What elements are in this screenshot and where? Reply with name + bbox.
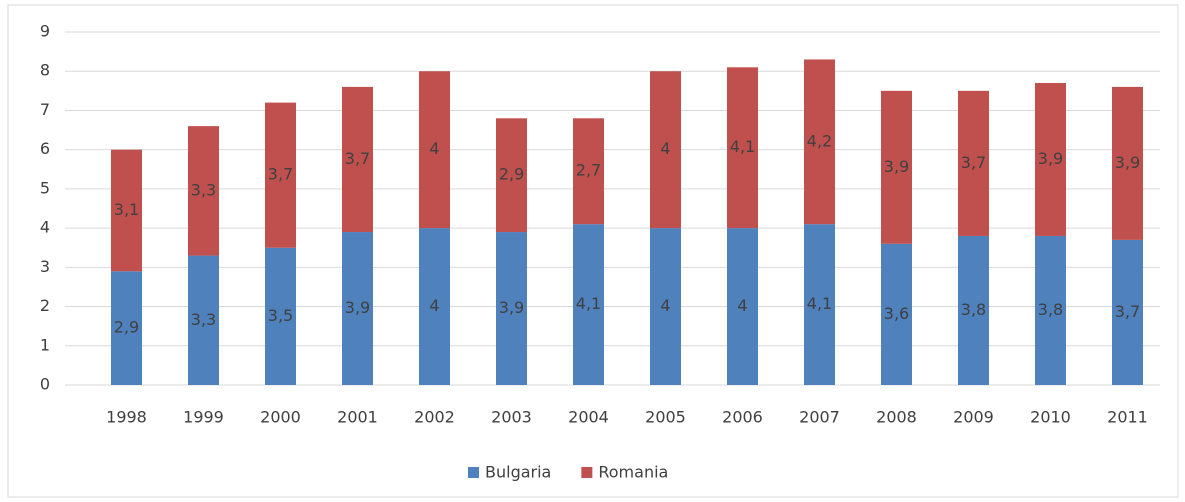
x-tick-label: 2002 (414, 408, 455, 427)
y-tick-label: 5 (40, 178, 50, 197)
data-label: 3,3 (191, 180, 216, 199)
x-tick-label: 2004 (568, 408, 609, 427)
data-label: 4 (429, 139, 439, 158)
bar-segment (111, 149, 142, 272)
y-tick-label: 9 (40, 22, 50, 41)
data-label: 4 (660, 296, 670, 315)
legend-label: Romania (598, 463, 668, 482)
data-label: 2,7 (576, 161, 601, 180)
x-tick-label: 2003 (491, 408, 532, 427)
legend-swatch (468, 467, 479, 478)
x-tick-label: 2010 (1030, 408, 1071, 427)
x-tick-label: 1999 (183, 408, 224, 427)
x-tick-label: 2000 (260, 408, 301, 427)
bar-segment (650, 228, 681, 385)
data-label: 4 (429, 296, 439, 315)
y-tick-label: 2 (40, 296, 50, 315)
x-tick-label: 2006 (722, 408, 763, 427)
bar-segment (265, 247, 296, 385)
bar-segment (804, 224, 835, 385)
bar-segment (111, 271, 142, 385)
data-label: 2,9 (114, 318, 139, 337)
data-label: 3,8 (961, 300, 986, 319)
bar-segment (419, 71, 450, 229)
bar-segment (650, 71, 681, 229)
bar-segment (496, 232, 527, 385)
data-label: 3,7 (1115, 302, 1140, 321)
data-label: 3,7 (268, 165, 293, 184)
data-label: 4,1 (576, 294, 601, 313)
legend-label: Bulgaria (485, 463, 551, 482)
x-tick-label: 1998 (106, 408, 147, 427)
data-label: 3,3 (191, 310, 216, 329)
bar-segment (1035, 82, 1066, 236)
y-tick-label: 6 (40, 139, 50, 158)
data-label: 4 (660, 139, 670, 158)
bar-segment (188, 255, 219, 385)
bar-segment (881, 243, 912, 385)
data-label: 3,9 (884, 157, 909, 176)
bar-segment (188, 126, 219, 256)
data-label: 3,9 (499, 298, 524, 317)
y-tick-label: 0 (40, 375, 50, 394)
data-label: 4,2 (807, 131, 832, 150)
bar-segment (342, 232, 373, 385)
y-tick-label: 4 (40, 218, 50, 237)
bar-segment (265, 102, 296, 248)
y-tick-label: 8 (40, 61, 50, 80)
x-tick-label: 2011 (1107, 408, 1148, 427)
bar-segment (1035, 235, 1066, 385)
data-label: 3,6 (884, 304, 909, 323)
data-label: 3,8 (1038, 300, 1063, 319)
data-label: 3,9 (1038, 149, 1063, 168)
bar-segment (1112, 86, 1143, 240)
bar-segment (881, 90, 912, 244)
data-label: 3,1 (114, 200, 139, 219)
y-tick-label: 7 (40, 100, 50, 119)
data-label: 2,9 (499, 165, 524, 184)
data-label: 3,9 (345, 298, 370, 317)
data-label: 4,1 (807, 294, 832, 313)
y-tick-label: 3 (40, 257, 50, 276)
data-label: 4 (737, 296, 747, 315)
x-tick-label: 2009 (953, 408, 994, 427)
x-tick-label: 2005 (645, 408, 686, 427)
bar-segment (727, 67, 758, 229)
bar-segment (958, 235, 989, 385)
x-tick-label: 2001 (337, 408, 378, 427)
legend-swatch (581, 467, 593, 478)
y-tick-label: 1 (40, 335, 50, 354)
data-label: 3,5 (268, 306, 293, 325)
bar-segment (1112, 239, 1143, 385)
data-label: 3,9 (1115, 153, 1140, 172)
x-tick-label: 2007 (799, 408, 840, 427)
bar-segment (496, 118, 527, 233)
bar-segment (342, 86, 373, 233)
data-label: 3,7 (961, 153, 986, 172)
x-tick-label: 2008 (876, 408, 917, 427)
data-label: 4,1 (730, 137, 755, 156)
data-label: 3,7 (345, 149, 370, 168)
bar-segment (958, 90, 989, 236)
bar-segment (804, 59, 835, 225)
bar-segment (727, 228, 758, 385)
bar-segment (573, 224, 604, 385)
bar-segment (419, 228, 450, 385)
bar-segment (573, 118, 604, 225)
